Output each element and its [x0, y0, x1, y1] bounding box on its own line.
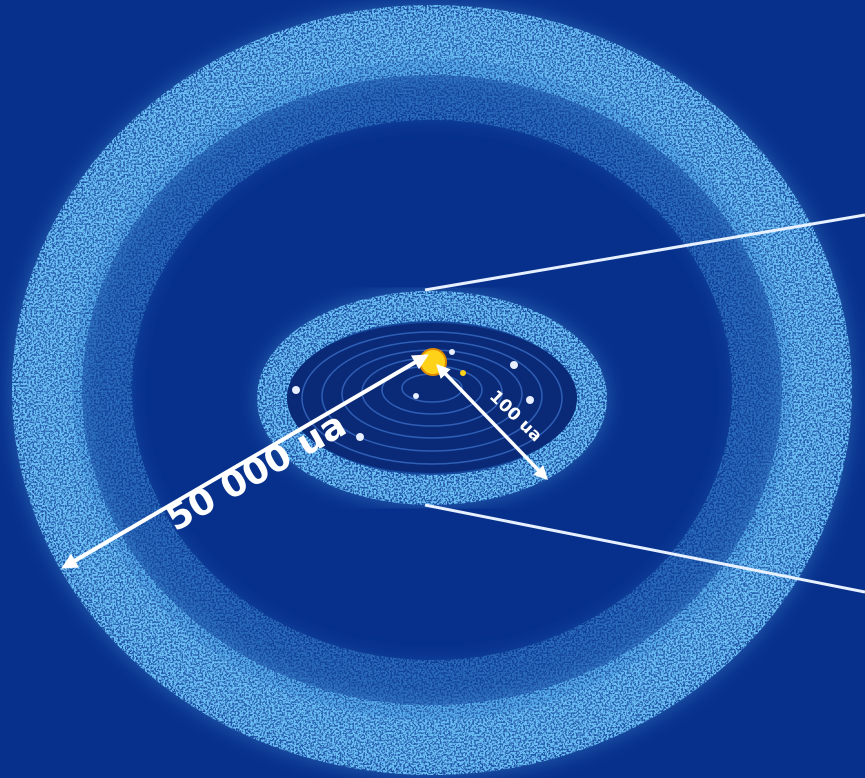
zoom-line — [424, 213, 865, 292]
zoom-line — [424, 503, 865, 594]
inner-arrow — [436, 363, 548, 481]
outer-cloud — [12, 5, 852, 775]
outer-arrow — [61, 354, 429, 569]
planet — [460, 370, 466, 376]
